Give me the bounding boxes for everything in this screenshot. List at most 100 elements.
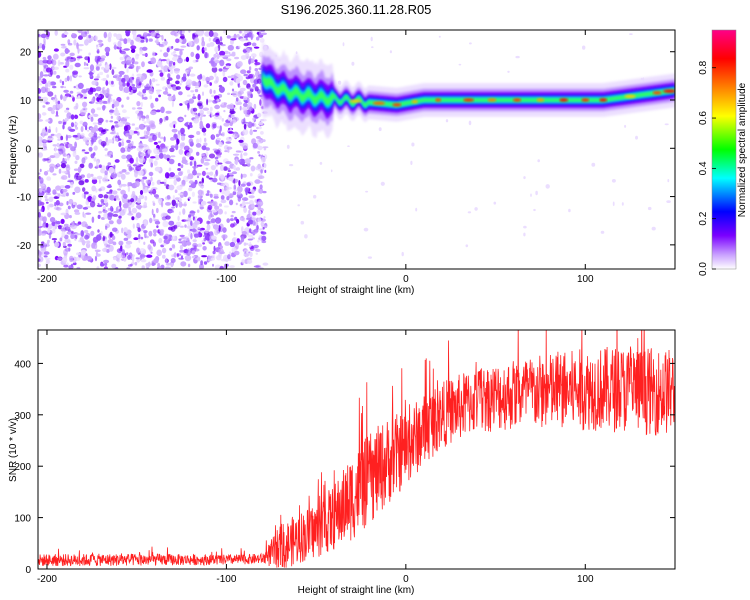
noise-speckle	[219, 164, 225, 171]
noise-speckle	[248, 195, 255, 199]
noise-speckle	[63, 264, 69, 268]
noise-speckle	[193, 248, 200, 252]
noise-speckle	[213, 174, 217, 178]
noise-speckle	[212, 148, 218, 151]
noise-speckle	[48, 55, 51, 62]
noise-speckle	[239, 38, 246, 42]
noise-speckle	[263, 163, 267, 168]
noise-speckle	[93, 132, 98, 138]
noise-speckle	[127, 264, 133, 267]
noise-speckle	[215, 52, 218, 55]
noise-speckle	[89, 64, 95, 71]
noise-speckle	[228, 131, 234, 134]
noise-speckle	[207, 204, 213, 210]
noise-speckle	[245, 38, 248, 41]
noise-speckle	[227, 75, 232, 79]
noise-speckle	[667, 179, 670, 183]
noise-speckle	[224, 211, 227, 215]
noise-speckle	[64, 238, 71, 243]
noise-speckle	[258, 30, 262, 36]
noise-speckle	[156, 249, 162, 257]
noise-speckle	[222, 76, 228, 83]
noise-speckle	[252, 56, 255, 63]
noise-speckle	[187, 94, 191, 97]
noise-speckle	[135, 156, 139, 163]
noise-speckle	[190, 232, 193, 240]
noise-speckle	[264, 169, 267, 173]
noise-speckle	[209, 106, 213, 112]
noise-speckle	[160, 136, 164, 140]
noise-speckle	[204, 137, 207, 143]
noise-speckle	[78, 75, 82, 78]
noise-speckle	[98, 99, 103, 105]
noise-speckle	[259, 99, 262, 106]
noise-speckle	[54, 223, 58, 230]
noise-speckle	[146, 69, 153, 73]
noise-speckle	[200, 113, 204, 118]
noise-speckle	[165, 262, 171, 266]
noise-speckle	[51, 221, 56, 227]
noise-speckle	[209, 193, 213, 198]
noise-speckle	[161, 201, 164, 208]
noise-speckle	[260, 231, 264, 234]
noise-speckle	[75, 154, 80, 161]
noise-speckle	[212, 177, 218, 183]
noise-speckle	[156, 109, 161, 113]
noise-speckle	[218, 141, 223, 148]
noise-speckle	[82, 110, 88, 113]
noise-speckle	[62, 95, 67, 102]
noise-speckle	[142, 182, 146, 190]
noise-speckle	[215, 112, 220, 116]
noise-speckle	[90, 153, 95, 159]
noise-speckle	[96, 175, 103, 180]
noise-speckle	[48, 203, 54, 208]
noise-speckle	[378, 127, 382, 132]
noise-speckle	[86, 30, 90, 35]
noise-speckle	[127, 59, 134, 63]
noise-speckle	[133, 197, 136, 203]
noise-speckle	[193, 233, 200, 238]
noise-speckle	[220, 174, 225, 181]
noise-speckle	[209, 235, 212, 241]
noise-speckle	[98, 193, 104, 199]
noise-speckle	[211, 66, 218, 73]
noise-speckle	[43, 255, 48, 258]
noise-speckle	[151, 181, 155, 186]
noise-speckle	[258, 188, 264, 194]
noise-speckle	[236, 191, 242, 195]
noise-speckle	[82, 207, 89, 210]
noise-speckle	[119, 200, 122, 208]
noise-speckle	[131, 123, 135, 126]
noise-speckle	[61, 80, 65, 86]
noise-speckle	[134, 171, 138, 178]
noise-speckle	[176, 138, 180, 145]
noise-speckle	[121, 227, 124, 234]
noise-speckle	[261, 118, 267, 122]
noise-speckle	[351, 61, 355, 66]
noise-speckle	[46, 176, 52, 181]
signal-hotspot	[536, 98, 545, 102]
noise-speckle	[102, 100, 109, 104]
noise-speckle	[210, 210, 213, 218]
noise-speckle	[624, 124, 627, 128]
noise-speckle	[39, 168, 42, 173]
noise-speckle	[74, 186, 81, 194]
noise-speckle	[112, 227, 118, 232]
noise-speckle	[239, 203, 243, 207]
noise-speckle	[135, 78, 140, 86]
noise-speckle	[110, 115, 114, 119]
noise-speckle	[60, 135, 64, 141]
noise-speckle	[103, 194, 109, 200]
noise-speckle	[114, 100, 120, 107]
noise-speckle	[143, 96, 148, 100]
noise-speckle	[199, 206, 205, 210]
noise-speckle	[77, 44, 84, 47]
signal-hotspot	[411, 100, 418, 104]
noise-speckle	[300, 220, 305, 225]
noise-speckle	[109, 120, 114, 123]
noise-speckle	[125, 74, 130, 82]
noise-speckle	[58, 168, 62, 174]
noise-speckle	[118, 142, 122, 147]
noise-speckle	[143, 32, 148, 36]
noise-speckle	[445, 119, 449, 123]
